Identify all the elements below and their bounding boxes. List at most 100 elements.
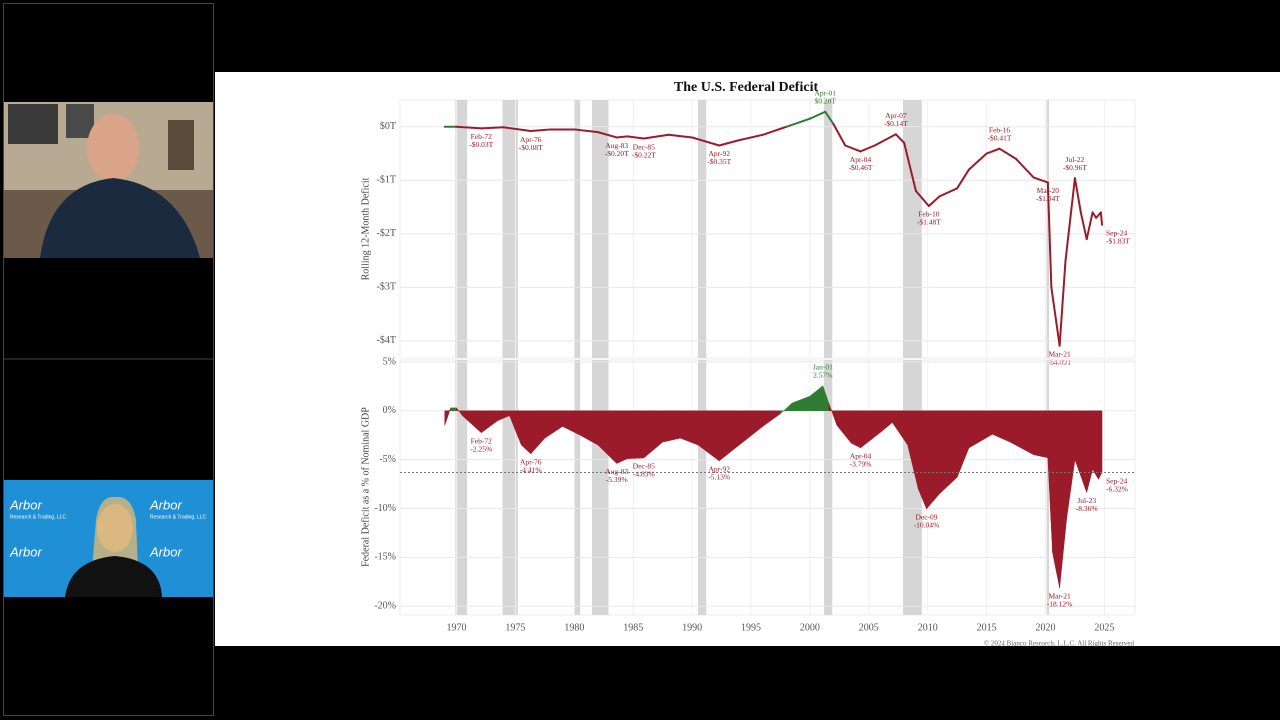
x-tick-label: 1970: [447, 622, 467, 633]
line-segment: [956, 168, 970, 190]
annotation: 2.57%: [813, 370, 832, 379]
y-tick-label: 0%: [383, 405, 396, 416]
line-segment: [985, 147, 1001, 155]
line-segment: [1050, 286, 1061, 347]
annotation: Sep-24: [1106, 476, 1127, 485]
video-tile[interactable]: [4, 102, 213, 258]
hair: [92, 496, 138, 570]
line-segment: [938, 187, 959, 198]
line-segment: [844, 144, 862, 153]
line-segment: [502, 126, 532, 133]
annotation: -$1.83T: [1106, 236, 1130, 245]
x-tick-label: 1985: [623, 622, 643, 633]
annotation: -$1.04T: [1036, 194, 1060, 203]
recession-band: [574, 100, 581, 358]
recession-band: [502, 100, 518, 358]
recession-band: [698, 360, 707, 615]
annotation: Feb-72: [471, 437, 492, 446]
line-segment: [927, 195, 941, 207]
annotation: -$0.41T: [988, 133, 1012, 142]
recession-band: [824, 360, 833, 615]
line-segment: [1064, 177, 1076, 262]
recession-band: [591, 360, 609, 615]
recession-band: [1046, 360, 1050, 615]
annotation: Apr-92: [708, 149, 730, 158]
area-segment: [850, 410, 861, 449]
annotation: Jul-23: [1077, 496, 1096, 505]
annotation: -$0.46T: [849, 163, 873, 172]
line-segment: [718, 139, 741, 147]
line-segment: [738, 133, 764, 142]
chart-title: The U.S. Federal Deficit: [674, 80, 819, 95]
annotation: -5.13%: [708, 473, 730, 482]
recession-band: [902, 100, 922, 358]
line-segment: [667, 133, 694, 139]
y-axis-label: Federal Deficit as a % of Nominal GDP: [360, 407, 371, 567]
line-segment: [832, 123, 847, 147]
line-segment: [529, 128, 552, 133]
line-segment: [1046, 181, 1053, 289]
annotation: -$0.08T: [519, 143, 543, 152]
y-tick-label: -15%: [374, 552, 396, 563]
recession-band: [455, 360, 468, 615]
line-segment: [894, 133, 906, 144]
x-tick-label: 1990: [682, 622, 702, 633]
line-segment: [596, 131, 618, 139]
banner-text: Arbor: [9, 544, 42, 559]
line-segment: [1085, 211, 1094, 241]
annotation: -2.25%: [470, 445, 492, 454]
annotation: Apr-76: [520, 135, 542, 144]
annotation: $0.28T: [814, 96, 836, 105]
recession-band: [455, 100, 468, 358]
area-segment: [1098, 410, 1103, 480]
annotation: -$0.35T: [707, 157, 731, 166]
annotation: Mar-20: [1037, 186, 1060, 195]
shared-slide: [215, 72, 1280, 646]
x-tick-label: 2000: [800, 622, 820, 633]
annotation: Jul-22: [1066, 155, 1085, 164]
annotation: -5.39%: [606, 475, 628, 484]
y-tick-label: -$3T: [377, 282, 396, 293]
line-segment: [785, 117, 811, 128]
annotation: Apr-92: [708, 465, 730, 474]
picture-frame: [168, 120, 194, 170]
line-segment: [824, 110, 835, 126]
picture-frame: [66, 104, 94, 138]
banner-text: Arbor: [9, 497, 42, 512]
x-tick-label: 2020: [1035, 622, 1055, 633]
annotation: Feb-10: [918, 210, 939, 219]
video-tile[interactable]: Arbor Arbor Arbor Arbor Research & Tradi…: [4, 480, 213, 597]
area-segment: [1092, 410, 1099, 481]
line-segment: [914, 189, 930, 207]
annotation: Jan-01: [813, 362, 833, 371]
annotation: Apr-04: [850, 155, 872, 164]
annotation: -10.04%: [914, 521, 940, 530]
x-tick-label: 1975: [505, 622, 525, 633]
annotation: Sep-24: [1106, 228, 1127, 237]
y-tick-label: -10%: [374, 503, 396, 514]
line-segment: [642, 133, 670, 140]
area-segment: [926, 410, 940, 510]
annotation: Feb-72: [471, 132, 492, 141]
x-tick-label: 2010: [918, 622, 938, 633]
face: [87, 114, 139, 182]
line-segment: [903, 141, 917, 192]
annotation: Apr-01: [814, 88, 836, 97]
annotation: Mar-21: [1048, 349, 1071, 358]
annotation: Aug-83: [605, 467, 628, 476]
annotation: -4.83%: [633, 470, 655, 479]
annotation: Feb-16: [989, 125, 1010, 134]
line-segment: [1032, 176, 1049, 184]
y-tick-label: -20%: [374, 601, 396, 612]
annotation: -6.32%: [1106, 484, 1128, 493]
y-tick-label: $0T: [380, 121, 396, 132]
annotation: -8.36%: [1076, 504, 1098, 513]
x-tick-label: 1995: [741, 622, 761, 633]
annotation: -$0.96T: [1063, 163, 1087, 172]
banner-text: Arbor: [149, 497, 182, 512]
annotation: -$0.22T: [632, 150, 656, 159]
annotation: Apr-07: [885, 111, 907, 120]
x-tick-label: 1980: [564, 622, 584, 633]
y-tick-label: -$1T: [377, 175, 396, 186]
